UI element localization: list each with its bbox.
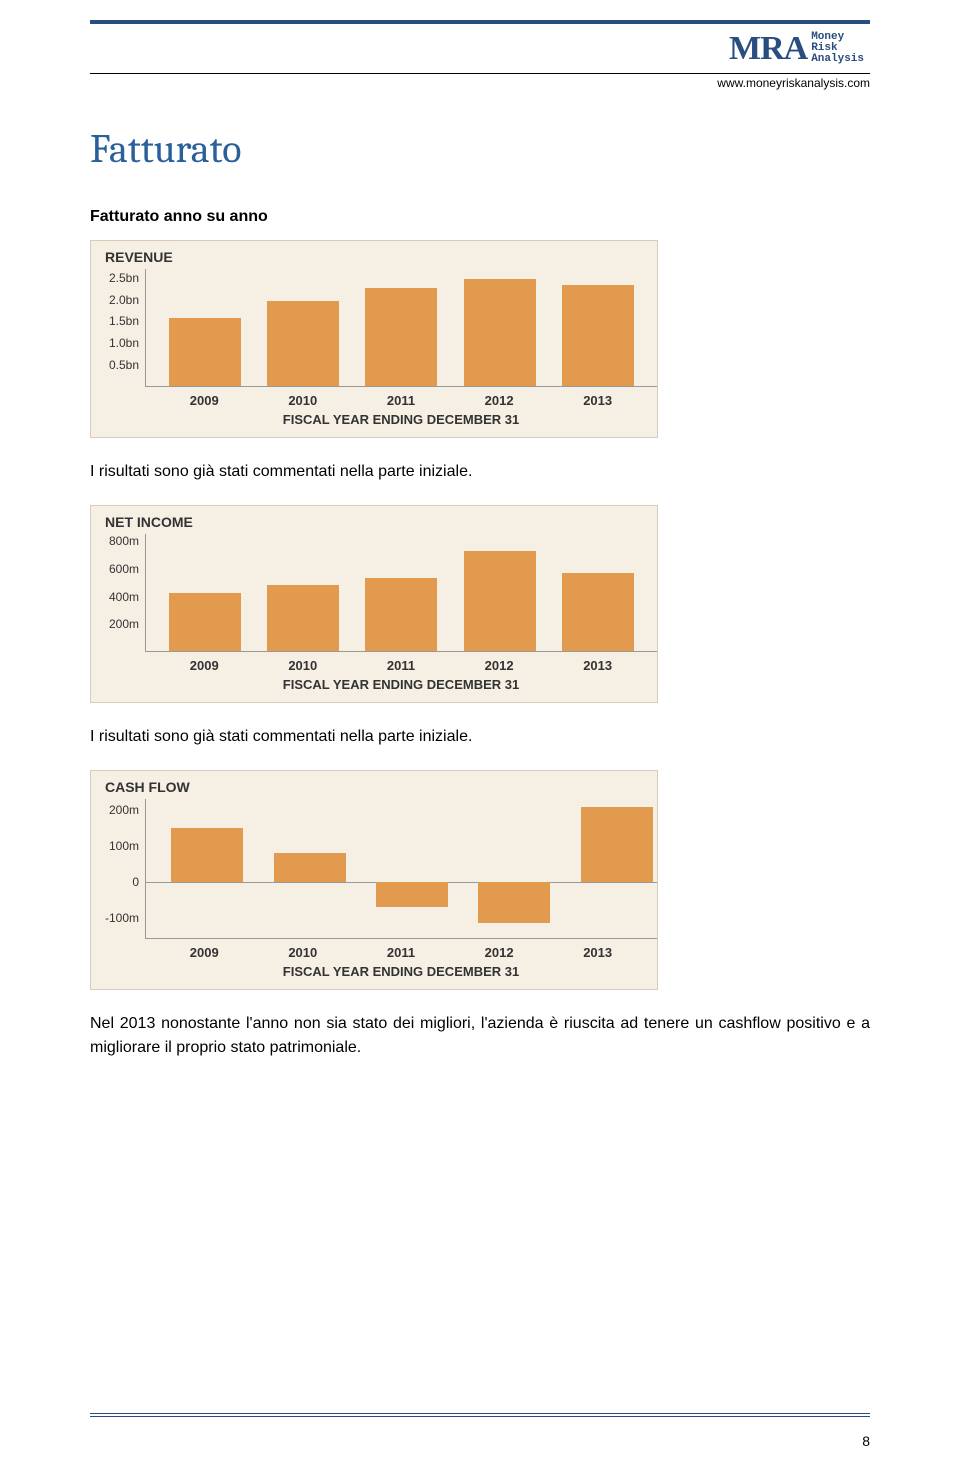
x-axis-labels: 2009 2010 2011 2012 2013 — [145, 945, 657, 960]
x-tick-label: 2013 — [583, 658, 612, 673]
netincome-chart: NET INCOME 800m 600m 400m 200m 2009 2010 2011… — [90, 505, 658, 703]
bar — [562, 285, 634, 386]
y-tick-label: 1.5bn — [91, 314, 139, 328]
x-tick-label: 2011 — [387, 393, 415, 408]
bar — [464, 279, 536, 386]
x-tick-label: 2012 — [485, 393, 514, 408]
footer-rule — [90, 1413, 870, 1414]
y-tick-label: 0 — [91, 875, 139, 889]
y-tick-label: -100m — [91, 911, 139, 925]
brand-sub-line: Analysis — [811, 54, 864, 65]
paragraph: I risultati sono già stati commentati ne… — [90, 725, 870, 748]
bar — [274, 853, 346, 882]
plot-area — [145, 269, 657, 387]
y-tick-label: 1.0bn — [91, 336, 139, 350]
bar — [267, 585, 339, 652]
x-tick-label: 2012 — [485, 945, 514, 960]
x-tick-label: 2013 — [583, 945, 612, 960]
bar — [365, 578, 437, 652]
x-axis-labels: 2009 2010 2011 2012 2013 — [145, 393, 657, 408]
bar — [562, 573, 634, 651]
logo: MRA Money Risk Analysis — [729, 30, 864, 68]
y-tick-label: 200m — [91, 803, 139, 817]
x-tick-label: 2009 — [190, 945, 219, 960]
page-title: Fatturato — [90, 126, 870, 172]
bar — [464, 551, 536, 651]
y-axis: 800m 600m 400m 200m — [91, 534, 145, 652]
page-header: MRA Money Risk Analysis — [90, 20, 870, 74]
x-axis-title: FISCAL YEAR ENDING DECEMBER 31 — [91, 410, 657, 437]
paragraph: I risultati sono già stati commentati ne… — [90, 460, 870, 483]
bar — [267, 301, 339, 386]
x-tick-label: 2011 — [387, 658, 415, 673]
section-subtitle: Fatturato anno su anno — [90, 208, 870, 226]
x-tick-label: 2009 — [190, 393, 219, 408]
x-axis-title: FISCAL YEAR ENDING DECEMBER 31 — [91, 962, 657, 989]
x-tick-label: 2013 — [583, 393, 612, 408]
x-tick-label: 2012 — [485, 658, 514, 673]
page-footer: 8 — [90, 1413, 870, 1449]
y-axis: 200m 100m 0 -100m — [91, 799, 145, 939]
brand-subtitle: Money Risk Analysis — [811, 32, 864, 65]
x-tick-label: 2011 — [387, 945, 415, 960]
plot-area — [145, 534, 657, 652]
y-tick-label: 400m — [91, 590, 139, 604]
footer-rule — [90, 1416, 870, 1417]
y-tick-label: 2.5bn — [91, 271, 139, 285]
bar — [365, 288, 437, 386]
y-tick-label: 800m — [91, 534, 139, 548]
x-axis-title: FISCAL YEAR ENDING DECEMBER 31 — [91, 675, 657, 702]
y-tick-label: 0.5bn — [91, 358, 139, 372]
x-axis-labels: 2009 2010 2011 2012 2013 — [145, 658, 657, 673]
bar — [169, 593, 241, 651]
chart-title: NET INCOME — [91, 506, 657, 534]
y-tick-label: 2.0bn — [91, 293, 139, 307]
chart-title: CASH FLOW — [91, 771, 657, 799]
brand-text: MRA — [729, 30, 807, 68]
bar — [581, 807, 653, 882]
x-tick-label: 2010 — [288, 393, 317, 408]
bar — [478, 882, 550, 923]
x-tick-label: 2009 — [190, 658, 219, 673]
bar — [169, 318, 241, 386]
revenue-chart: REVENUE 2.5bn2.0bn1.5bn1.0bn0.5bn 200920… — [90, 240, 658, 438]
page-number: 8 — [90, 1419, 870, 1449]
y-tick-label: 200m — [91, 617, 139, 631]
y-tick-label: 100m — [91, 839, 139, 853]
paragraph: Nel 2013 nonostante l'anno non sia stato… — [90, 1012, 870, 1058]
y-axis: 2.5bn 2.0bn 1.5bn 1.0bn 0.5bn — [91, 269, 145, 387]
chart-title: REVENUE — [91, 241, 657, 269]
cashflow-chart: CASH FLOW 200m 100m 0 -100m 2009 2010 2011 201… — [90, 770, 658, 990]
bar — [376, 882, 448, 907]
header-url: www.moneyriskanalysis.com — [90, 76, 870, 90]
plot-area — [145, 799, 657, 939]
x-tick-label: 2010 — [288, 658, 317, 673]
y-tick-label: 600m — [91, 562, 139, 576]
x-tick-label: 2010 — [288, 945, 317, 960]
bar — [171, 828, 243, 882]
